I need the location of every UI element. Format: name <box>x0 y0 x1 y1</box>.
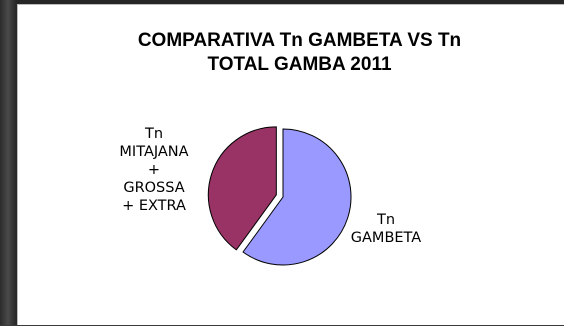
slice-label-mitajana-line-2: MITAJANA <box>119 144 189 160</box>
slice-label-mitajana-line-3: + <box>147 162 161 178</box>
slice-label-mitajana-line-1: Tn <box>144 126 164 142</box>
slice-label-mitajana-line-4: GROSSA <box>123 180 185 196</box>
chart-title: COMPARATIVA Tn GAMBETA VS Tn TOTAL GAMBA… <box>78 29 521 77</box>
slice-label-gambeta-line-1: Tn <box>376 212 396 228</box>
pie-slice-1 <box>207 126 277 251</box>
slice-label-gambeta-line-2: GAMBETA <box>350 230 422 246</box>
slice-label-mitajana: Tn MITAJANA + GROSSA + EXTRA <box>100 125 208 215</box>
chart-area: COMPARATIVA Tn GAMBETA VS Tn TOTAL GAMBA… <box>17 4 564 325</box>
slice-label-mitajana-line-5: + EXTRA <box>122 198 186 214</box>
slice-label-gambeta: Tn GAMBETA <box>336 211 436 247</box>
chart-title-line-2: TOTAL GAMBA 2011 <box>207 54 392 75</box>
pie-slices <box>207 126 352 266</box>
pie-slice-0 <box>242 128 352 266</box>
pie-chart <box>207 126 352 266</box>
chart-title-line-1: COMPARATIVA Tn GAMBETA VS Tn <box>137 30 462 51</box>
